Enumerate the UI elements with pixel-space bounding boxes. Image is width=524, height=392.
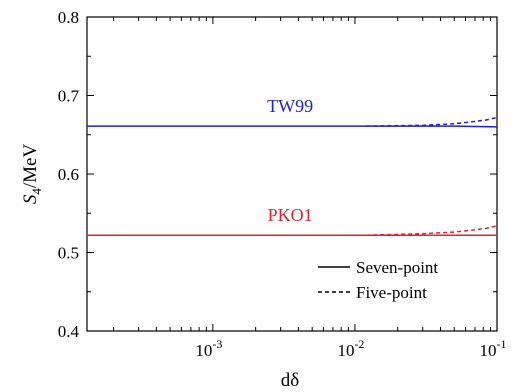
legend-label: Five-point [356,283,427,302]
annotation-tw99: TW99 [267,96,313,116]
ticks-layer [87,16,498,332]
x-axis-label: dδ [281,370,300,391]
x-tick-exponent: -1 [497,337,507,351]
y-axis-label: S4/MeV [20,144,44,205]
annotation-pko1: PKO1 [268,205,313,225]
legend: Seven-point Five-point [318,258,438,302]
x-tick-exponent: -2 [354,337,364,351]
y-tick-label: 0.6 [58,165,79,184]
x-tick-exponent: -3 [212,337,222,351]
plot-frame [86,16,498,332]
series-layer [87,116,498,236]
y-tick-label: 0.4 [58,322,80,341]
x-tick-label: 10-2 [337,337,364,360]
labels-layer: 0.4 0.5 0.6 0.7 0.8 10-3 10-2 10-1 dδ S4/MeV TW99 P… [20,8,507,391]
y-tick-label: 0.5 [58,244,79,263]
y-tick-label: 0.8 [58,8,79,27]
series-tw99-seven-point [87,125,498,128]
x-tick-label: 10-1 [480,337,507,360]
series-pko1-five-point [366,225,498,236]
y-tick-label: 0.7 [58,87,80,106]
legend-label: Seven-point [356,258,438,277]
series-tw99-five-point [366,116,498,127]
x-tick-label: 10-3 [195,337,222,360]
